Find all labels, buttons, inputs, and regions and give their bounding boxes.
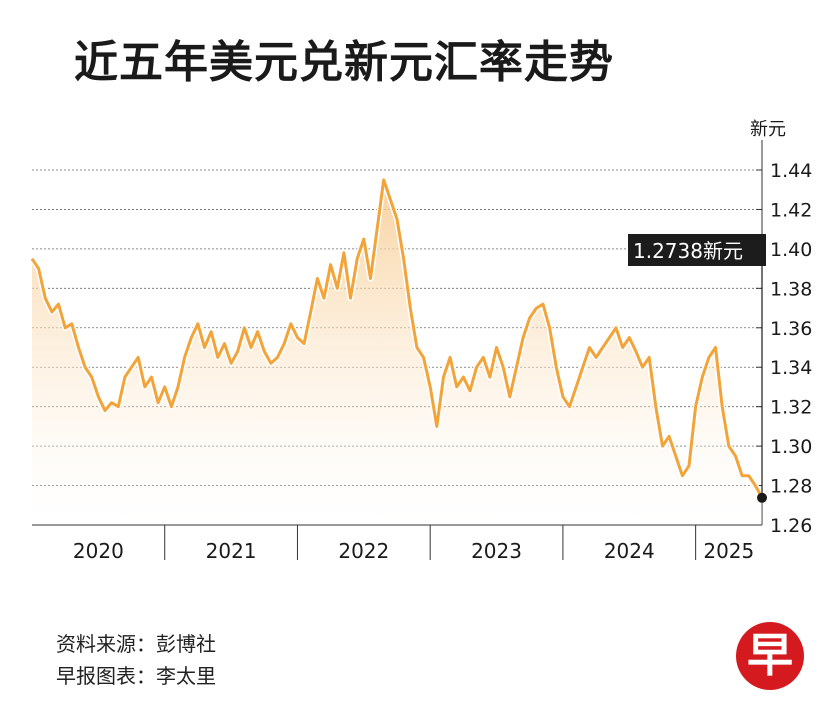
callout-box <box>628 234 766 266</box>
x-tick-label: 2020 <box>73 539 124 563</box>
zaobao-logo: 早 <box>736 622 804 690</box>
y-tick-label: 1.30 <box>770 436 812 458</box>
y-tick-label: 1.42 <box>770 199 812 221</box>
credit-note: 早报图表：李太里 <box>56 664 216 688</box>
x-tick-label: 2023 <box>471 539 522 563</box>
y-tick-label: 1.28 <box>770 476 812 498</box>
series-line <box>30 178 764 499</box>
x-tick-label: 2022 <box>338 539 389 563</box>
area-fill <box>32 179 762 525</box>
y-tick-label: 1.26 <box>770 515 812 537</box>
y-tick-label: 1.32 <box>770 397 812 419</box>
x-tick-label: 2025 <box>703 539 754 563</box>
y-tick-label: 1.36 <box>770 318 812 340</box>
last-point-marker <box>757 492 767 503</box>
y-tick-label: 1.38 <box>770 278 812 300</box>
x-tick-label: 2024 <box>604 539 655 563</box>
x-tick-label: 2021 <box>206 539 257 563</box>
source-note: 资料来源：彭博社 <box>56 632 216 656</box>
chart-title: 近五年美元兑新元汇率走势 <box>74 37 614 88</box>
y-axis-label: 新元 <box>750 119 786 140</box>
y-tick-label: 1.34 <box>770 357 812 379</box>
y-tick-label: 1.44 <box>770 160 812 182</box>
callout-label: 1.2738新元 <box>633 239 743 263</box>
y-tick-label: 1.40 <box>770 239 812 261</box>
